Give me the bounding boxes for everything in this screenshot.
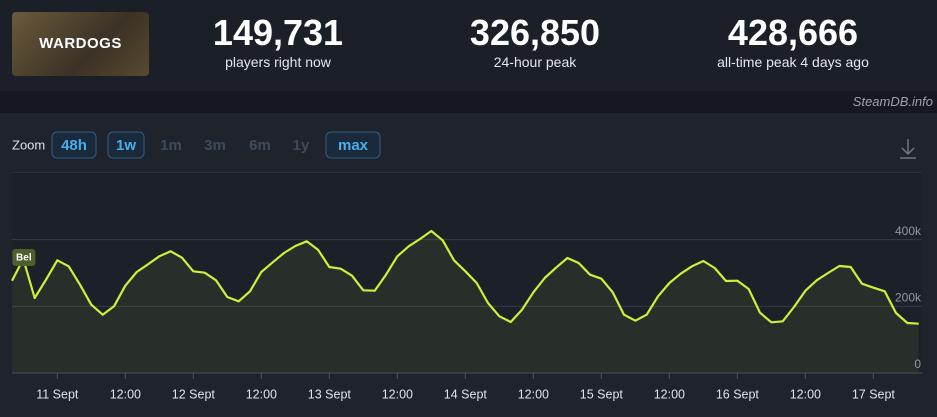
stat-value: 149,731 bbox=[212, 12, 344, 53]
y-tick-label: 200k bbox=[895, 291, 922, 305]
line bbox=[11, 229, 919, 325]
zoom-button[interactable] bbox=[107, 131, 145, 159]
stat-label: players right now bbox=[225, 54, 331, 70]
annotation-flag bbox=[12, 249, 36, 266]
zoom-button[interactable] bbox=[325, 131, 381, 159]
x-tick-label: 17 Sept bbox=[852, 387, 896, 401]
y-tick-label: 400k bbox=[895, 224, 922, 238]
stat: 149,731 players right now bbox=[178, 12, 378, 70]
x-tick-label: 12:00 bbox=[246, 387, 277, 401]
x-tick-label: 15 Sept bbox=[580, 387, 624, 401]
download-icon[interactable] bbox=[900, 139, 916, 159]
x-tick-label: 16 Sept bbox=[716, 387, 760, 401]
game-logo[interactable]: WARDOGS bbox=[12, 12, 149, 76]
source-link[interactable]: SteamDB.info bbox=[852, 94, 933, 109]
y-tick-label: 0 bbox=[914, 357, 921, 371]
zoom-option[interactable]: 1w bbox=[116, 137, 136, 154]
header: WARDOGS 149,731 players right now 326,850… bbox=[0, 0, 937, 91]
zoom-option[interactable]: 1m bbox=[160, 137, 182, 154]
zoom-option[interactable]: 6m bbox=[249, 137, 271, 154]
zoom-label: Zoom bbox=[12, 137, 45, 152]
x-tick-label: 12:00 bbox=[790, 387, 821, 401]
annotation-text: Bel bbox=[16, 253, 32, 264]
x-tick-label: 11 Sept bbox=[36, 387, 79, 401]
x-tick-label: 12:00 bbox=[382, 387, 413, 401]
divider bbox=[0, 91, 937, 113]
zoom-option[interactable]: 48h bbox=[61, 137, 87, 154]
zoom-option[interactable]: max bbox=[338, 137, 369, 154]
stat: 428,666 all-time peak 4 days ago bbox=[693, 12, 893, 70]
zoom-option[interactable]: 1y bbox=[293, 137, 310, 154]
x-tick-label: 12 Sept bbox=[172, 387, 216, 401]
x-tick-label: 14 Sept bbox=[444, 387, 488, 401]
x-tick-label: 12:00 bbox=[110, 387, 141, 401]
stat-value: 326,850 bbox=[469, 12, 601, 53]
x-tick-label: 12:00 bbox=[518, 387, 549, 401]
x-tick-label: 13 Sept bbox=[308, 387, 352, 401]
x-tick-label: 12:00 bbox=[654, 387, 685, 401]
stat-value: 428,666 bbox=[727, 12, 859, 53]
stat-label: all-time peak 4 days ago bbox=[717, 54, 869, 70]
zoom-button[interactable] bbox=[51, 131, 97, 159]
stat-label: 24-hour peak bbox=[493, 54, 577, 70]
zoom-option[interactable]: 3m bbox=[204, 137, 226, 154]
stat: 326,850 24-hour peak bbox=[435, 12, 635, 70]
